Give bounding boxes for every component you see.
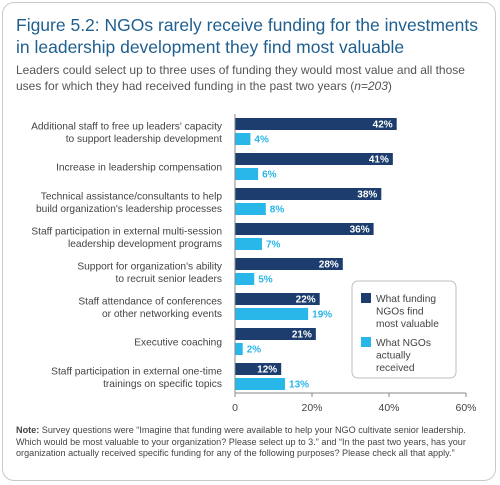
category-label: Support for organization's ability	[77, 261, 223, 272]
x-tick-label: 60%	[455, 402, 476, 414]
bar-most-valuable	[235, 118, 397, 130]
category-label: Increase in leadership compensation	[56, 163, 222, 174]
subtitle-text: Leaders could select up to three uses of…	[16, 63, 465, 93]
legend-swatch-most-valuable	[361, 293, 371, 303]
x-tick-label: 0	[232, 402, 238, 414]
bar-most-valuable	[235, 223, 374, 235]
legend-label: most valuable	[376, 319, 439, 330]
bar-received	[235, 273, 255, 285]
data-label: 28%	[319, 260, 339, 271]
data-label: 5%	[258, 275, 273, 286]
data-label: 7%	[266, 240, 281, 251]
data-label: 38%	[357, 190, 377, 201]
note-label: Note:	[16, 425, 40, 435]
data-label: 36%	[350, 225, 370, 236]
legend-swatch-received	[361, 337, 371, 347]
category-label: Executive coaching	[134, 338, 222, 349]
bar-most-valuable	[235, 363, 282, 375]
figure-subtitle: Leaders could select up to three uses of…	[16, 62, 486, 94]
category-label: trainings on specific topics	[103, 379, 222, 390]
figure-note: Note: Survey questions were “Imagine tha…	[16, 425, 484, 460]
bar-received	[235, 133, 251, 145]
bar-received	[235, 308, 309, 320]
bar-received	[235, 203, 266, 215]
legend-box	[351, 280, 457, 379]
category-label: Additional staff to free up leaders' cap…	[31, 121, 223, 132]
legend-label: received	[376, 363, 415, 374]
category-label: build organization's leadership processe…	[36, 204, 222, 215]
category-label: leadership development programs	[68, 239, 222, 250]
data-label: 21%	[292, 330, 312, 341]
data-label: 42%	[373, 120, 393, 131]
note-text: Survey questions were “Imagine that fund…	[16, 425, 466, 458]
category-label: to recruit senior leaders	[116, 274, 222, 285]
bar-most-valuable	[235, 258, 343, 270]
legend-label: What NGOs	[376, 338, 431, 349]
bar-most-valuable	[235, 153, 393, 165]
bar-received	[235, 343, 243, 355]
data-label: 12%	[257, 365, 277, 376]
data-label: 2%	[247, 345, 262, 356]
category-label: Staff attendance of conferences	[78, 296, 222, 307]
x-tick-label: 20%	[301, 402, 322, 414]
bar-most-valuable	[235, 328, 316, 340]
data-label: 4%	[254, 135, 269, 146]
bar-received	[235, 378, 286, 390]
figure-title: Figure 5.2: NGOs rarely receive funding …	[16, 15, 479, 57]
category-label: Staff participation in external multi-se…	[31, 226, 222, 237]
category-label: Staff participation in external one-time	[51, 366, 222, 377]
category-label: Technical assistance/consultants to help	[41, 191, 223, 202]
subtitle-sample-size: n=203	[354, 79, 388, 93]
data-label: 41%	[369, 155, 389, 166]
category-label: or other networking events	[102, 309, 222, 320]
data-label: 8%	[270, 205, 285, 216]
legend-label: actually	[376, 351, 411, 362]
bar-most-valuable	[235, 293, 320, 305]
bar-received	[235, 168, 259, 180]
legend-label: What funding	[376, 294, 436, 305]
bar-most-valuable	[235, 188, 382, 200]
data-label: 22%	[296, 295, 316, 306]
x-tick-label: 40%	[378, 402, 399, 414]
data-label: 19%	[312, 310, 332, 321]
data-label: 13%	[289, 380, 309, 391]
bar-received	[235, 238, 262, 250]
data-label: 6%	[262, 170, 277, 181]
category-label: to support leadership development	[66, 134, 222, 145]
legend-label: NGOs find	[376, 307, 424, 318]
subtitle-close: )	[387, 79, 392, 93]
